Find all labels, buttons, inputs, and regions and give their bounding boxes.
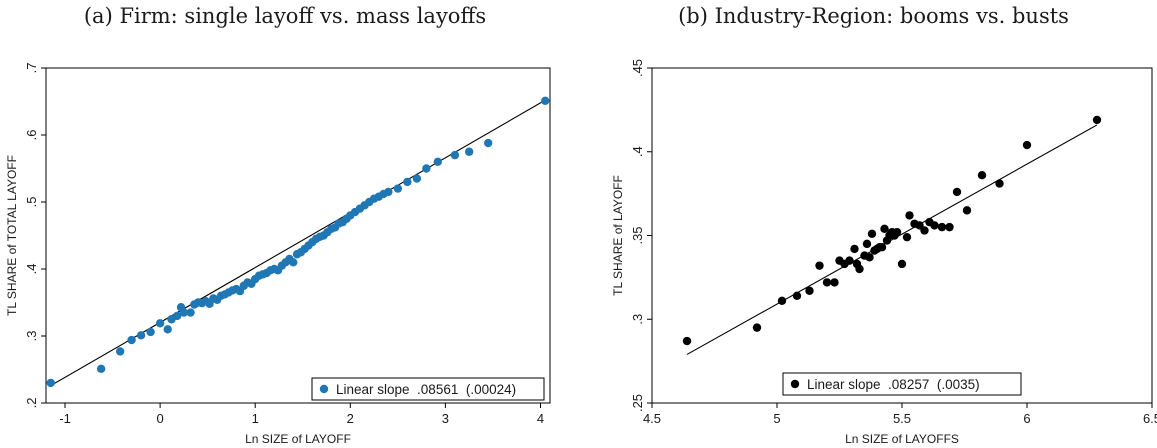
x-tick-label: 0 (156, 411, 163, 426)
data-point (920, 226, 929, 235)
legend-box (782, 372, 1022, 396)
data-point (815, 261, 824, 270)
data-point (952, 187, 962, 197)
data-point (855, 264, 864, 274)
data-point (127, 335, 136, 345)
plot-frame (45, 67, 551, 404)
legend-marker (790, 379, 800, 389)
data-point (433, 157, 442, 166)
y-tick-label: .45 (630, 59, 645, 77)
data-point (403, 177, 412, 187)
data-point (46, 378, 55, 388)
data-point (995, 179, 1004, 188)
data-point (173, 311, 182, 321)
y-tick-label: .3 (24, 331, 39, 342)
data-point (393, 184, 403, 193)
x-tick-label: 4 (537, 411, 544, 426)
x-axis-label: Ln SIZE of LAYOFF (245, 432, 351, 446)
data-point (155, 319, 165, 328)
data-point (830, 278, 839, 287)
y-axis-label: TL SHARE of TOTAL LAYOFF (5, 155, 19, 316)
legend-marker (319, 384, 329, 394)
y-tick-label: .2 (24, 398, 39, 409)
x-tick-label: 4.5 (643, 411, 661, 426)
x-tick-label: 1 (252, 411, 259, 426)
data-point (464, 147, 474, 156)
data-point (777, 296, 787, 306)
data-point (422, 164, 431, 173)
data-point (136, 331, 146, 340)
data-point (905, 211, 914, 220)
data-point (805, 286, 814, 295)
data-point (792, 291, 802, 300)
data-point (822, 278, 832, 287)
data-point (945, 222, 954, 232)
data-point (977, 171, 987, 180)
data-point (1092, 115, 1102, 125)
x-tick-label: 5.5 (893, 411, 911, 426)
data-point (867, 229, 877, 239)
data-point (115, 347, 125, 356)
data-point (877, 243, 887, 252)
x-tick-label: 3 (442, 411, 449, 426)
data-point (384, 187, 393, 197)
y-tick-label: .25 (630, 394, 645, 412)
y-tick-label: .4 (24, 264, 39, 275)
data-point (902, 232, 912, 242)
data-point (146, 327, 155, 337)
data-point (962, 206, 972, 215)
linear-fit-line (686, 124, 1098, 355)
data-point (96, 364, 106, 374)
data-point (862, 239, 872, 249)
legend-box (311, 377, 545, 401)
data-point (845, 256, 854, 265)
x-tick-label: 5 (773, 411, 780, 426)
data-point (450, 150, 460, 160)
data-point (850, 244, 859, 254)
data-point (179, 308, 189, 317)
data-point (1022, 140, 1032, 150)
data-point (752, 323, 762, 332)
y-tick-label: .6 (24, 130, 39, 141)
data-point (865, 253, 874, 262)
x-axis-label: Ln SIZE of LAYOFFS (845, 432, 959, 446)
data-point (483, 138, 493, 148)
panel-b-title: (b) Industry-Region: booms vs. busts (678, 4, 1069, 28)
y-tick-label: .7 (24, 63, 39, 74)
x-tick-label: 6.5 (1143, 411, 1157, 426)
y-tick-label: .35 (630, 226, 645, 244)
data-point (937, 222, 947, 232)
data-point (163, 325, 172, 334)
data-point (289, 258, 298, 267)
x-tick-label: 2 (347, 411, 354, 426)
data-point (412, 174, 422, 183)
x-tick-label: 6 (1023, 411, 1030, 426)
data-point (186, 308, 195, 317)
data-point (880, 224, 889, 233)
x-tick-label: -1 (59, 411, 71, 426)
plot-frame (651, 67, 1153, 404)
y-axis-label: TL SHARE of LAYOFF (611, 175, 625, 296)
data-point (892, 227, 902, 237)
data-point (541, 96, 550, 106)
panel-a-title: (a) Firm: single layoff vs. mass layoffs (83, 4, 487, 28)
data-point (682, 336, 692, 346)
y-tick-label: .5 (24, 197, 39, 208)
legend-label: Linear slope .08561 (.00024) (336, 382, 516, 397)
y-tick-label: .3 (630, 314, 645, 325)
data-point (930, 221, 939, 230)
data-point (897, 259, 907, 269)
legend-label: Linear slope .08257 (.0035) (807, 377, 980, 392)
y-tick-label: .4 (630, 146, 645, 157)
